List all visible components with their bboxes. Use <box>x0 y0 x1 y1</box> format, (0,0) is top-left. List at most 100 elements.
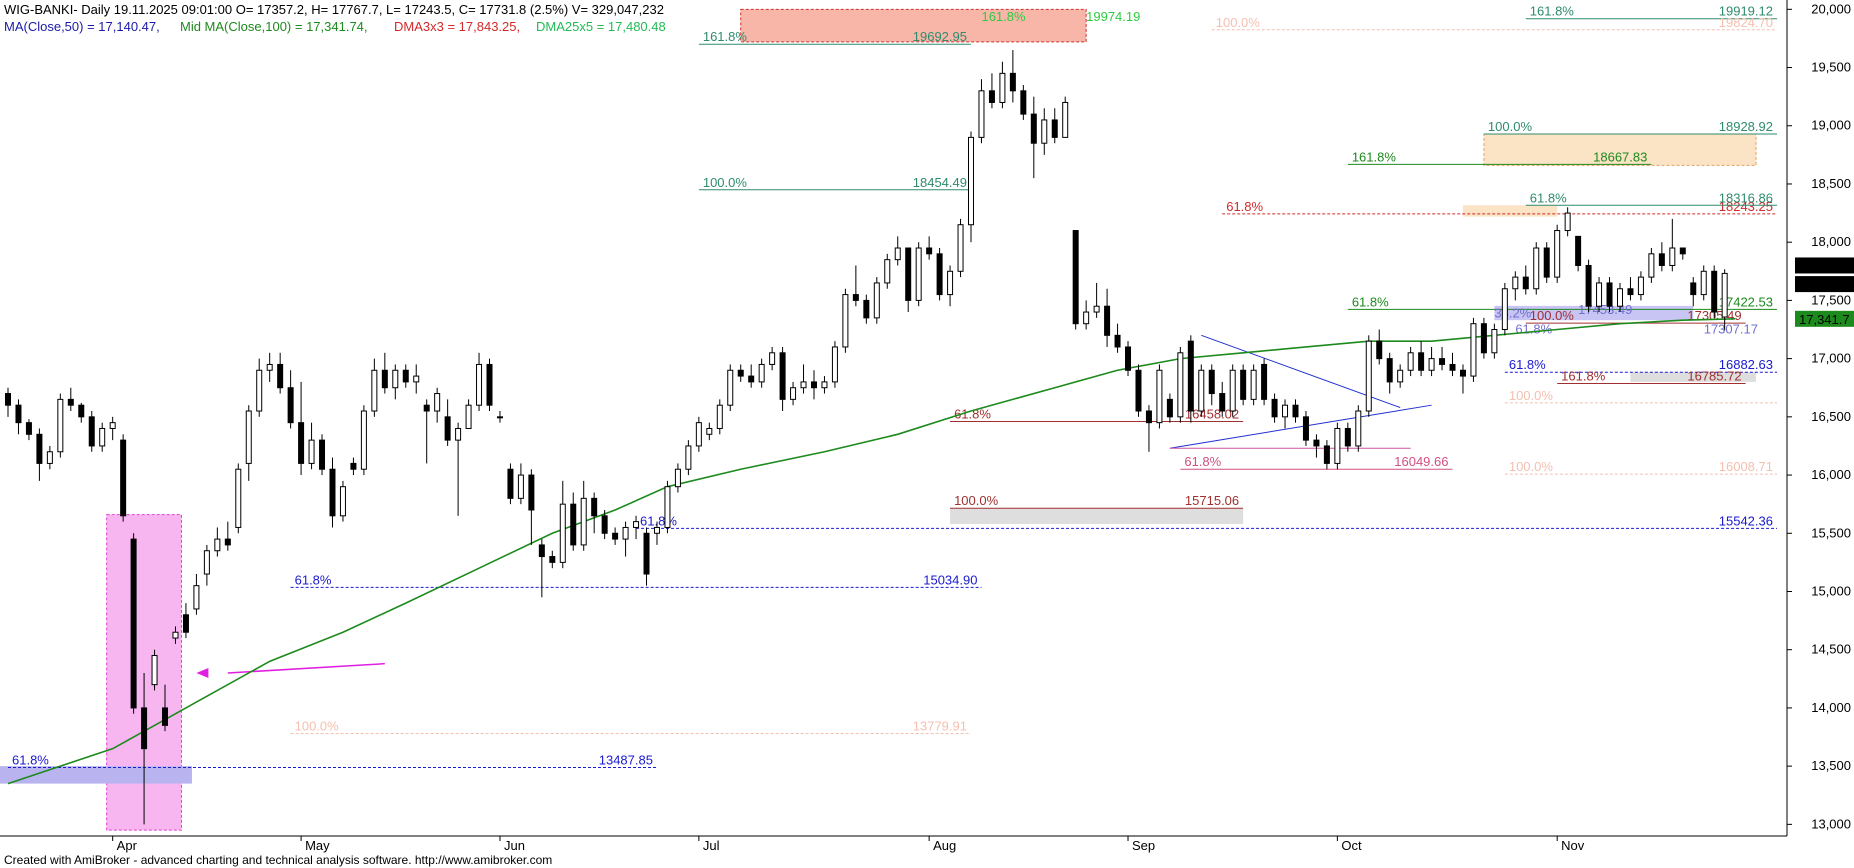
y-tick-label: 16,000 <box>1811 467 1851 482</box>
candle-up <box>245 410 252 464</box>
footer-credit: Created with AmiBroker - advanced charti… <box>4 853 552 867</box>
candle-down <box>926 247 933 255</box>
y-tick-label: 14,500 <box>1811 642 1851 657</box>
candle-up <box>706 427 713 435</box>
candle-down <box>643 532 650 575</box>
y-tick-label: 18,500 <box>1811 176 1851 191</box>
candle-up <box>203 550 210 575</box>
fib-label: 100.0% <box>703 175 748 190</box>
candle-up <box>214 538 221 552</box>
candle-down <box>1240 369 1247 400</box>
candle-up <box>235 468 242 528</box>
candle-up <box>517 474 524 499</box>
candle-down <box>1543 247 1550 278</box>
candle-up <box>193 585 200 610</box>
candle-down <box>1711 270 1718 313</box>
candle-up <box>1512 276 1519 290</box>
header-ma50: MA(Close,50) = 17,140.47, <box>4 19 160 34</box>
candle-down <box>863 299 870 319</box>
x-tick-label: Sep <box>1132 838 1155 853</box>
zone-100-nov <box>1483 133 1757 166</box>
candle-down <box>1376 340 1383 360</box>
candle-up <box>360 410 367 470</box>
candle-down <box>287 387 294 424</box>
candle-up <box>57 398 64 453</box>
candle-up <box>842 294 849 348</box>
candle-up <box>434 393 441 412</box>
candle-up <box>622 526 629 540</box>
price-badge-label: 17,731.8 <box>1799 258 1850 273</box>
arrow-head-icon <box>196 667 209 678</box>
fib-value: 16882.63 <box>1719 357 1773 372</box>
candle-up <box>1062 101 1069 138</box>
candle-up <box>392 369 399 389</box>
candle-down <box>1459 369 1466 377</box>
triangle-lower-line <box>1169 404 1432 449</box>
candle-down <box>78 404 85 418</box>
candle-up <box>1365 340 1372 412</box>
x-tick-label: Nov <box>1561 838 1585 853</box>
candle-up <box>1616 288 1623 307</box>
candle-up <box>308 439 315 464</box>
fib-label: 61.8% <box>1226 199 1263 214</box>
candle-up <box>674 468 681 488</box>
candle-down <box>15 404 22 424</box>
candle-up <box>1700 270 1707 296</box>
candle-down <box>1449 363 1456 371</box>
fib-value: 18928.92 <box>1719 119 1773 134</box>
candle-up <box>947 270 954 296</box>
candle-down <box>486 363 493 406</box>
fib-value: 15715.06 <box>1185 493 1239 508</box>
fib-value: 18667.83 <box>1593 149 1647 164</box>
candle-up <box>580 497 587 546</box>
fib-label: 161.8% <box>1561 369 1606 384</box>
candle-up <box>476 363 483 406</box>
candle-down <box>224 538 231 546</box>
candle-down <box>810 381 817 389</box>
candle-up <box>685 445 692 470</box>
candle-down <box>67 398 74 406</box>
candle-down <box>25 422 32 435</box>
candle-up <box>873 282 880 319</box>
candle-up <box>371 369 378 412</box>
candle-up <box>1156 369 1163 424</box>
candle-down <box>1166 398 1173 418</box>
candle-down <box>779 352 786 400</box>
candle-down <box>1219 393 1226 412</box>
candle-down <box>141 707 148 750</box>
candle-down <box>570 503 577 546</box>
zone-61-8-oct <box>1462 205 1558 217</box>
fib-label: 61.8% <box>1352 294 1389 309</box>
candle-up <box>1229 369 1236 412</box>
candle-down <box>381 369 388 389</box>
fib-value: 13487.85 <box>599 753 653 768</box>
candle-up <box>99 427 106 447</box>
candle-up <box>256 369 263 412</box>
y-tick-label: 18,000 <box>1811 234 1851 249</box>
candle-up <box>1282 404 1289 418</box>
candle-down <box>1072 230 1079 325</box>
candle-up <box>1198 369 1205 412</box>
fib-label: 100.0% <box>1216 15 1261 30</box>
candle-down <box>1135 369 1142 412</box>
candle-down <box>402 369 409 383</box>
fib-label: 61.8% <box>1184 454 1221 469</box>
fib-label: 161.8% <box>1352 149 1397 164</box>
candle-down <box>1104 305 1111 336</box>
candle-down <box>1575 235 1582 266</box>
candle-down <box>1522 276 1529 290</box>
candle-down <box>748 375 755 383</box>
candle-down <box>1125 346 1132 371</box>
x-tick-label: May <box>305 838 330 853</box>
candle-up <box>1177 352 1184 418</box>
candle-down <box>298 422 305 464</box>
candle-up <box>413 375 420 383</box>
candle-up <box>1596 282 1603 307</box>
fib-label: 61.8% <box>954 406 991 421</box>
candle-down <box>1439 358 1446 365</box>
candle-down <box>182 614 189 633</box>
candle-up <box>790 387 797 400</box>
candle-down <box>1009 72 1016 92</box>
candle-up <box>653 526 660 534</box>
candle-up <box>172 631 179 639</box>
